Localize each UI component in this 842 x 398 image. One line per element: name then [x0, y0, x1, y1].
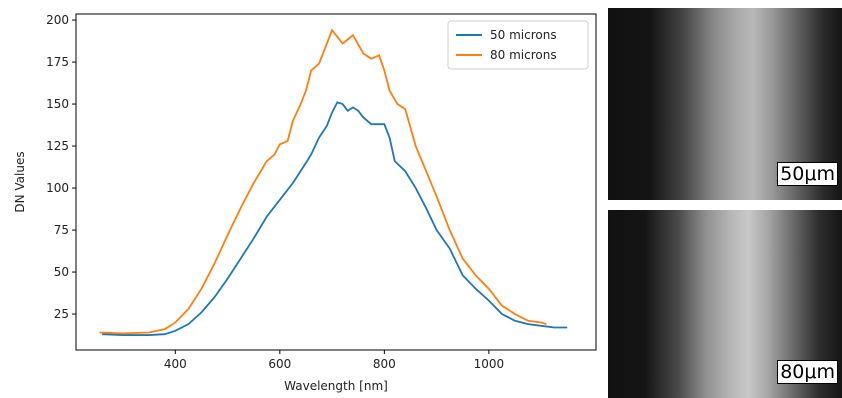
y-tick-label: 150 [46, 97, 69, 111]
y-tick-label: 125 [46, 139, 69, 153]
y-axis-label: DN Values [13, 151, 27, 212]
page: Wavelength [nm] DN Values 400 600 800 1000 2… [0, 0, 842, 398]
y-tick-label: 75 [54, 223, 69, 237]
y-tick-label: 200 [46, 13, 69, 27]
x-tick-label: 800 [373, 357, 396, 371]
x-axis-label: Wavelength [nm] [284, 379, 388, 393]
y-tick-label: 100 [46, 181, 69, 195]
legend-label: 80 microns [490, 48, 557, 62]
x-tick-label: 400 [164, 357, 187, 371]
legend-label: 50 microns [490, 28, 557, 42]
image-80: 80μm [608, 210, 842, 398]
image-50: 50μm [608, 8, 842, 200]
x-tick-label: 1000 [474, 357, 505, 371]
line [100, 30, 547, 333]
y-tick-label: 175 [46, 55, 69, 69]
y-tick-label: 25 [54, 307, 69, 321]
image-label: 80μm [777, 360, 838, 384]
image-label: 50μm [777, 162, 838, 186]
chart: Wavelength [nm] DN Values 400 600 800 1000 2… [0, 0, 600, 398]
y-tick-label: 50 [54, 265, 69, 279]
x-tick-label: 600 [268, 357, 291, 371]
